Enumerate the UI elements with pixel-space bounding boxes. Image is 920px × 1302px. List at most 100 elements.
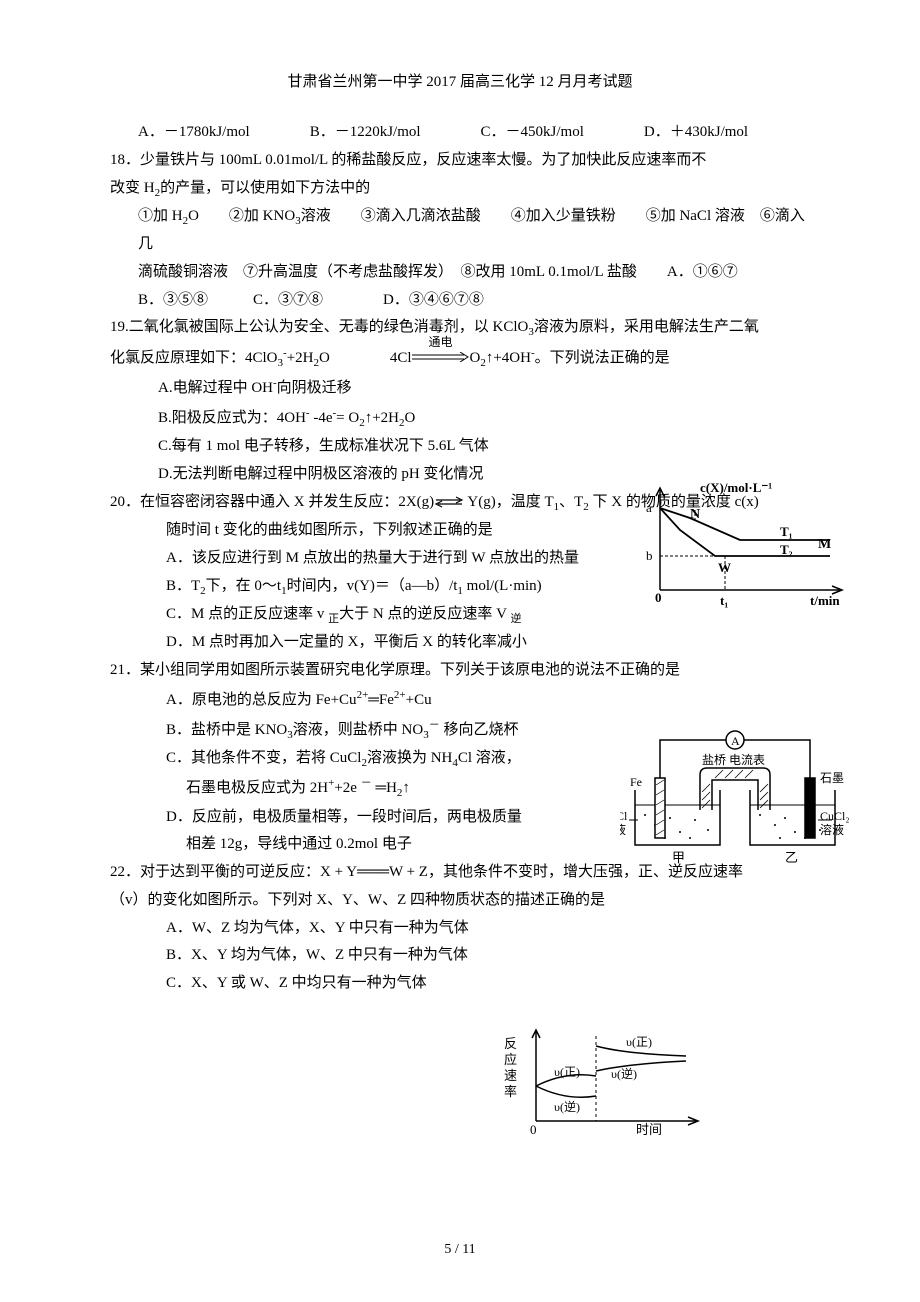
svg-text:应: 应 xyxy=(504,1052,517,1067)
q20-M: M xyxy=(818,537,831,552)
q22-opt-a: A．W、Z 均为气体，X、Y 中只有一种为气体 xyxy=(110,915,810,943)
q18-stem-1: 18．少量铁片与 100mL 0.01mol/L 的稀盐酸反应，反应速率太慢。为… xyxy=(110,147,810,175)
q19-s2b: +2H xyxy=(287,350,314,366)
svg-text:速: 速 xyxy=(504,1068,517,1083)
q22-vf1: υ(正) xyxy=(554,1065,580,1079)
q21-cucl-a: CuCl₂ xyxy=(820,809,850,823)
sub-zheng: 正 xyxy=(328,613,339,625)
q19-opt-c: C.每有 1 mol 电子转移，生成标准状况下 5.6L 气体 xyxy=(110,433,810,461)
q20-ylabel: c(X)/mol·L⁻¹ xyxy=(700,480,772,495)
q20-T1: T₁ xyxy=(780,524,793,539)
q20-t1: t₁ xyxy=(720,593,728,608)
q17-options: A．－1780kJ/mol B．－1220kJ/mol C．－450kJ/mol… xyxy=(110,119,810,147)
q19-s2f: 。下列说法正确的是 xyxy=(535,350,670,366)
q21-c1: C．其他条件不变，若将 CuCl xyxy=(166,750,361,766)
q21-c3: Cl 溶液， xyxy=(458,750,521,766)
q22-xlabel: 时间 xyxy=(636,1122,662,1136)
q21-graphite: 石墨 xyxy=(820,771,844,785)
q19-s1b: 溶液为原料，采用电解法生产二氧 xyxy=(534,319,759,335)
q19-opt-b: B.阳极反应式为：4OH- -4e-= O2↑+2H2O xyxy=(110,403,810,433)
q18-line2: 滴硫酸铜溶液 ⑦升高温度（不考虑盐酸挥发） ⑧改用 10mL 0.1mol/L … xyxy=(110,259,810,287)
q19-a2: 向阴极迁移 xyxy=(277,380,352,396)
q22-vf2: υ(正) xyxy=(626,1035,652,1049)
q21-b4: 向乙烧杯 xyxy=(458,722,518,738)
q21-nacl-b: 溶液 xyxy=(620,822,626,837)
sub-ni: 逆 xyxy=(511,613,522,625)
q17-opt-b: B．－1220kJ/mol xyxy=(310,119,421,147)
q18-line1: ①加 H2O ②加 KNO3溶液 ③滴入几滴浓盐酸 ④加入少量铁粉 ⑤加 NaC… xyxy=(110,203,810,259)
q21-cup1: 甲 xyxy=(672,850,685,865)
q22-vr2: υ(逆) xyxy=(611,1066,637,1081)
q19-b4: ↑+2H xyxy=(365,410,399,426)
q20-s1a: 20．在恒容密闭容器中通入 X 并发生反应：2X(g) xyxy=(110,494,434,510)
q20-W: W xyxy=(718,560,731,575)
q20-s1c: 、T xyxy=(559,494,583,510)
q22-ylabel-1: 反 xyxy=(504,1036,517,1051)
q18-line3: B．③⑤⑧ C．③⑦⑧ D．③④⑥⑦⑧ xyxy=(110,287,810,315)
q19-s2d: O xyxy=(470,350,481,366)
q18-l1d: 溶液 ③滴入几滴浓盐酸 ④加入少量铁粉 ⑤加 NaC xyxy=(301,208,707,224)
q22-opt-c: C．X、Y 或 W、Z 中均只有一种为气体 xyxy=(110,970,810,998)
q19-s1a: 19.二氧化氯被国际上公认为安全、无毒的绿色消毒剂，以 KClO xyxy=(110,319,528,335)
q20-chart-icon: c(X)/mol·L⁻¹ t/min a b N W t₁ T₁ M T₂ 0 xyxy=(630,480,850,610)
q20-s1b: Y(g)，温度 T xyxy=(464,494,553,510)
sup-minus: － xyxy=(361,777,372,789)
q17-opt-a: A．－1780kJ/mol xyxy=(138,119,250,147)
q20-T2: T₂ xyxy=(780,542,793,557)
q19-stem-1: 19.二氧化氯被国际上公认为安全、无毒的绿色消毒剂，以 KClO3溶液为原料，采… xyxy=(110,314,810,342)
q20-c2: 大于 N 点的逆反应速率 V xyxy=(339,606,510,622)
q18-stem-2b: 的产量，可以使用如下方法中的 xyxy=(160,180,370,196)
arrow-top-label: 通电 xyxy=(428,331,452,353)
q18-stem-2a: 改变 H xyxy=(110,180,155,196)
q20-xlabel: t/min xyxy=(810,593,840,608)
equals-arrow-icon xyxy=(412,352,470,362)
svg-text:0: 0 xyxy=(655,590,662,605)
q21-diagram-icon: A 盐桥 电流表 Fe 石墨 NaCl 溶液 CuCl₂ 溶液 xyxy=(620,720,850,880)
q21-opt-a: A．原电池的总反应为 Fe+Cu2+═Fe2++Cu xyxy=(110,685,810,715)
q21-stem: 21．某小组同学用如图所示装置研究电化学原理。下列关于该原电池的说法不正确的是 xyxy=(110,657,810,685)
reversible-arrow-icon xyxy=(434,496,464,508)
q22-figure: 反 应 速 率 时间 0 υ(正) υ(逆) υ(正) υ(逆) xyxy=(496,1026,706,1136)
sup-2plus: 2+ xyxy=(394,689,406,701)
q22-stem-2: （v）的变化如图所示。下列对 X、Y、W、Z 四种物质状态的描述正确的是 xyxy=(110,887,810,915)
q22-vr1: υ(逆) xyxy=(554,1099,580,1114)
page-header: 甘肃省兰州第一中学 2017 届高三化学 12 月月考试题 xyxy=(110,70,810,91)
q19-a1: A.电解过程中 OH xyxy=(158,380,273,396)
q20-a: a xyxy=(646,500,652,515)
q20-b3: 时间内，v(Y)＝（a—b）/t xyxy=(287,578,458,594)
electrolysis-arrow: 通电 xyxy=(412,345,470,373)
q21-cup2: 乙 xyxy=(785,850,798,865)
sup-minus: － xyxy=(429,719,440,731)
q20-N: N xyxy=(690,507,700,522)
q21-c2d: ↑ xyxy=(402,780,410,796)
q22-opt-b: B．X、Y 均为气体，W、Z 中只有一种为气体 xyxy=(110,942,810,970)
q21-cucl-b: 溶液 xyxy=(820,822,844,837)
q21-c2c: ═H xyxy=(372,780,397,796)
q21-a3: +Cu xyxy=(406,692,432,708)
q19-s2c: O 4Cl xyxy=(319,350,412,366)
svg-text:率: 率 xyxy=(504,1084,517,1099)
q19-s2e: ↑+4OH xyxy=(486,350,531,366)
q20-figure: c(X)/mol·L⁻¹ t/min a b N W t₁ T₁ M T₂ 0 xyxy=(630,480,850,610)
q19-b2: -4e xyxy=(310,410,333,426)
q21-bridge: 盐桥 电流表 xyxy=(702,753,765,767)
q19-b3: = O xyxy=(336,410,359,426)
q20-opt-d: D．M 点时再加入一定量的 X，平衡后 X 的转化率减小 xyxy=(110,629,810,657)
page-footer: 5 / 11 xyxy=(0,1242,920,1258)
q20-b: b xyxy=(646,548,653,563)
q22-chart-icon: 反 应 速 率 时间 0 υ(正) υ(逆) υ(正) υ(逆) xyxy=(496,1026,706,1136)
q21-b1: B．盐桥中是 KNO xyxy=(166,722,287,738)
q17-opt-d: D．＋430kJ/mol xyxy=(644,119,748,147)
q19-s2a: 化氯反应原理如下：4ClO xyxy=(110,350,278,366)
q17-opt-c: C．－450kJ/mol xyxy=(481,119,584,147)
q21-a2: ═Fe xyxy=(368,692,394,708)
q21-a1: A．原电池的总反应为 Fe+Cu xyxy=(166,692,357,708)
q18-l1a: ①加 H xyxy=(138,208,183,224)
q20-b4: mol/(L·min) xyxy=(463,578,542,594)
q21-nacl-a: NaCl xyxy=(620,809,628,823)
q19-opt-a: A.电解过程中 OH-向阴极迁移 xyxy=(110,373,810,403)
q20-b2: 下，在 0～t xyxy=(206,578,281,594)
q21-c2: 溶液换为 NH xyxy=(367,750,452,766)
q18-l1c: O xyxy=(284,208,295,224)
svg-text:0: 0 xyxy=(530,1122,537,1136)
